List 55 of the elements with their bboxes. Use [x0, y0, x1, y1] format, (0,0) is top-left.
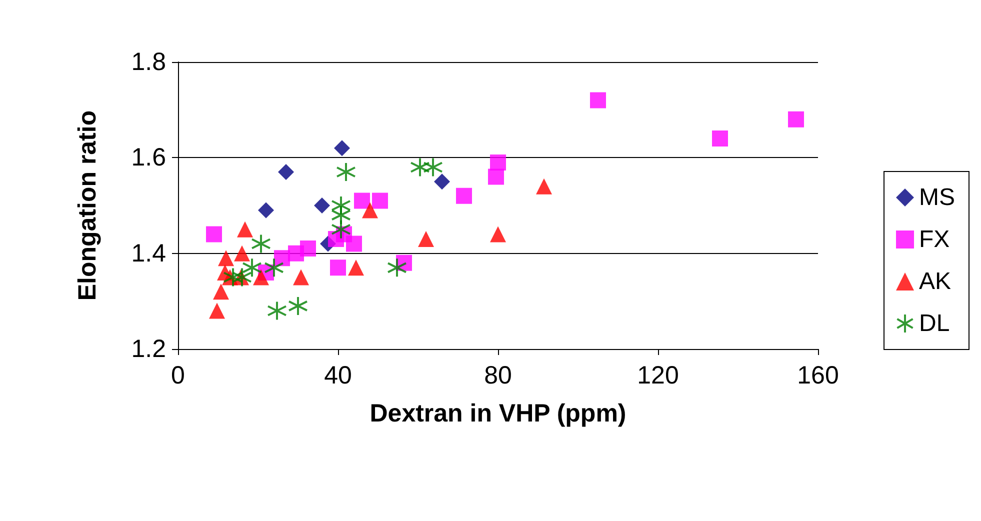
x-tick-label: 120 [637, 362, 679, 390]
point [490, 226, 506, 242]
point [354, 192, 370, 209]
legend-label: DL [919, 310, 950, 337]
legend-label: MS [919, 184, 955, 211]
point [331, 219, 351, 240]
point [300, 240, 316, 257]
legend-label: AK [919, 268, 952, 295]
point [213, 284, 229, 300]
point [410, 157, 430, 178]
x-tick-label: 40 [324, 362, 352, 390]
point [234, 245, 250, 262]
point [288, 296, 308, 316]
point [206, 226, 222, 242]
x-axis-title: Dextran in VHP (ppm) [370, 400, 626, 428]
point [264, 258, 284, 278]
point [253, 269, 269, 286]
point [293, 269, 309, 286]
point [536, 178, 552, 194]
point [258, 202, 274, 218]
y-axis-title: Elongation ratio [74, 110, 102, 301]
y-tick-label: 1.8 [131, 48, 166, 76]
point [418, 230, 434, 247]
y-tick-label: 1.4 [131, 239, 166, 268]
x-tick-label: 160 [797, 362, 839, 390]
point [267, 300, 287, 321]
point [488, 168, 504, 185]
point [209, 302, 225, 319]
point [372, 192, 388, 209]
point [218, 250, 234, 266]
point [434, 174, 450, 190]
y-tick-label: 1.2 [131, 335, 166, 363]
point [712, 130, 728, 147]
point [423, 157, 443, 178]
point [346, 236, 362, 252]
point [348, 260, 364, 276]
x-tick-label: 0 [171, 362, 185, 390]
point [387, 258, 407, 278]
point [223, 267, 243, 288]
y-tick-label: 1.6 [131, 144, 166, 172]
point [314, 198, 330, 214]
point [334, 140, 350, 156]
point [456, 188, 472, 204]
point [336, 162, 356, 182]
point [788, 111, 804, 128]
point [251, 234, 271, 254]
x-tick-label: 80 [484, 362, 512, 390]
point [330, 260, 346, 276]
point [590, 92, 606, 108]
point [242, 258, 262, 278]
point [278, 164, 294, 180]
point [237, 221, 253, 238]
point [490, 154, 506, 170]
point [362, 202, 378, 218]
legend-label: FX [919, 226, 950, 253]
